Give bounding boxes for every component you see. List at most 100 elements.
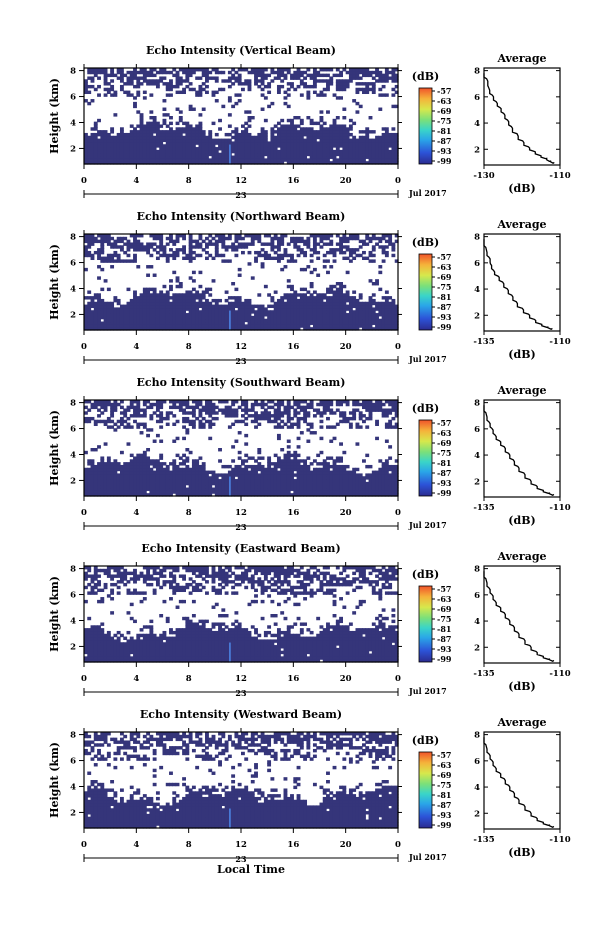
echo-cell (149, 324, 154, 328)
echo-cell (182, 479, 186, 483)
echo-cell (218, 479, 222, 483)
echo-cell (352, 99, 357, 103)
echo-cell (329, 456, 334, 460)
echo-cell (116, 158, 121, 162)
echo-cell (352, 298, 357, 303)
echo-cell (319, 68, 324, 72)
echo-cell (87, 490, 92, 494)
echo-cell (205, 490, 209, 494)
echo-cell (142, 310, 147, 314)
echo-cell (224, 476, 229, 480)
echo-cell (175, 476, 180, 480)
echo-cell (329, 425, 334, 429)
echo-cell (188, 296, 193, 300)
echo-cell (149, 298, 154, 303)
echo-cell (348, 422, 353, 427)
echo-cell (162, 76, 167, 80)
echo-cell (309, 487, 314, 491)
echo-cell (290, 313, 294, 317)
echo-cell (254, 327, 258, 331)
echo-cell (146, 138, 151, 143)
echo-cell (368, 479, 373, 483)
echo-cell (339, 493, 343, 497)
echo-cell (224, 248, 229, 252)
echo-cell (299, 152, 304, 157)
echo-cell (136, 304, 141, 309)
echo-cell (146, 130, 151, 134)
echo-cell (231, 68, 236, 72)
echo-cell (227, 301, 232, 306)
echo-cell (87, 290, 92, 294)
x-tick-label: 8 (186, 342, 192, 352)
echo-cell (316, 147, 321, 151)
echo-cell (119, 70, 124, 75)
echo-cell (110, 79, 115, 83)
echo-cell (218, 310, 222, 314)
echo-cell (188, 73, 193, 78)
echo-cell (280, 256, 285, 261)
echo-cell (283, 459, 288, 463)
echo-cell (149, 127, 154, 131)
echo-cell (93, 144, 98, 148)
echo-cell (283, 141, 288, 145)
echo-cell (100, 462, 105, 466)
echo-cell (365, 68, 370, 72)
echo-cell (136, 318, 141, 323)
echo-cell (384, 127, 389, 131)
echo-cell (191, 408, 196, 412)
echo-cell (231, 301, 236, 306)
echo-cell (280, 253, 285, 258)
echo-cell (136, 161, 141, 165)
echo-cell (110, 245, 115, 249)
echo-cell (136, 414, 141, 418)
echo-cell (335, 470, 340, 475)
echo-cell (352, 138, 357, 143)
echo-cell (152, 234, 157, 238)
echo-cell (182, 138, 186, 143)
echo-cell (303, 408, 308, 412)
echo-cell (358, 245, 363, 249)
echo-cell (234, 149, 239, 154)
echo-cell (299, 132, 304, 137)
echo-cell (201, 155, 206, 159)
echo-cell (381, 152, 386, 157)
echo-cell (355, 155, 360, 159)
echo-cell (214, 307, 219, 311)
echo-cell (348, 141, 353, 145)
echo-cell (296, 476, 301, 480)
echo-cell (286, 127, 291, 131)
echo-cell (191, 87, 196, 92)
echo-cell (149, 147, 154, 151)
echo-cell (270, 245, 275, 249)
echo-cell (93, 321, 98, 325)
echo-cell (129, 479, 134, 483)
echo-cell (352, 481, 357, 486)
echo-cell (286, 324, 291, 328)
echo-cell (90, 324, 95, 328)
echo-cell (205, 138, 209, 143)
echo-cell (113, 479, 118, 483)
echo-cell (106, 90, 111, 95)
echo-cell (368, 315, 373, 320)
echo-cell (182, 487, 186, 491)
echo-cell (371, 70, 376, 75)
echo-cell (244, 422, 249, 427)
echo-cell (241, 152, 245, 157)
echo-cell (159, 76, 164, 80)
echo-cell (394, 234, 399, 238)
echo-cell (123, 487, 128, 491)
echo-cell (119, 84, 124, 89)
echo-cell (378, 490, 383, 494)
echo-cell (133, 473, 137, 477)
echo-cell (303, 76, 308, 80)
echo-cell (378, 313, 383, 317)
echo-cell (103, 147, 108, 151)
echo-cell (152, 313, 157, 317)
echo-cell (162, 130, 167, 134)
echo-cell (185, 315, 190, 320)
echo-cell (322, 293, 327, 297)
average-title: Average (496, 218, 546, 231)
echo-cell (394, 84, 399, 89)
echo-cell (273, 124, 278, 128)
echo-cell (119, 79, 124, 83)
